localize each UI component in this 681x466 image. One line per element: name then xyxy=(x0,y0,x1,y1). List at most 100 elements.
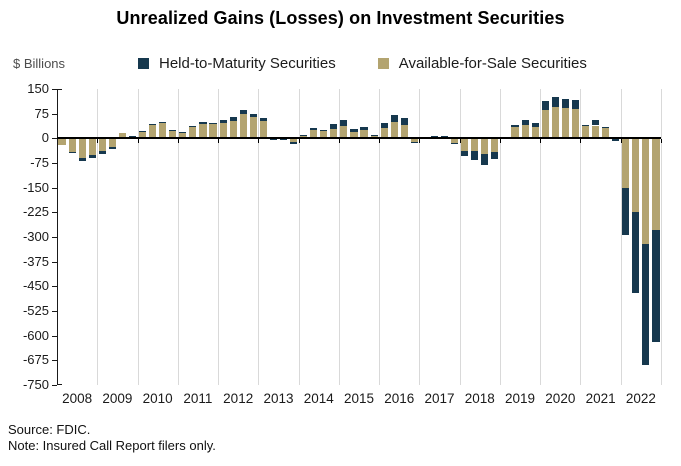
y-axis-tick-label: -225 xyxy=(22,204,49,220)
y-axis xyxy=(57,89,58,385)
bar-segment xyxy=(622,138,630,188)
zero-line-year-tick xyxy=(499,139,501,144)
bar-segment xyxy=(370,135,378,139)
year-gridline xyxy=(419,89,421,385)
bar-segment xyxy=(58,138,66,145)
bar-segment xyxy=(279,138,288,140)
bar-segment xyxy=(68,152,76,154)
y-axis-tick xyxy=(52,138,57,140)
bar-segment xyxy=(642,243,650,366)
y-axis-tick xyxy=(52,311,57,312)
bar-segment xyxy=(219,122,227,139)
bar-segment xyxy=(531,127,539,139)
zero-line-year-tick xyxy=(379,139,381,144)
bar-segment xyxy=(269,138,278,140)
bar-segment xyxy=(350,131,358,139)
x-axis-year-label: 2012 xyxy=(223,391,254,406)
bar-segment xyxy=(481,154,489,166)
bar-segment xyxy=(511,127,519,139)
bar-segment xyxy=(259,121,267,139)
y-axis-tick-label: 75 xyxy=(34,105,49,121)
bar-segment xyxy=(571,109,580,139)
y-axis-tick-label: 150 xyxy=(27,81,49,96)
zero-line-year-tick xyxy=(459,139,461,144)
bar-segment xyxy=(98,151,106,155)
legend-swatch-available-for-sale xyxy=(377,58,389,69)
zero-line-year-tick xyxy=(97,139,99,144)
bar-segment xyxy=(330,124,338,129)
bar-segment xyxy=(602,128,610,139)
year-gridline xyxy=(499,89,501,385)
bar-segment xyxy=(189,127,197,139)
bar-segment xyxy=(370,135,378,137)
y-axis-tick xyxy=(52,385,57,386)
bar-segment xyxy=(340,125,348,139)
legend-swatch-held-to-maturity xyxy=(138,58,149,69)
bar-segment xyxy=(541,101,549,111)
y-axis-bottom-cap xyxy=(57,384,62,385)
bar-segment xyxy=(360,129,368,139)
y-axis-tick xyxy=(52,237,57,238)
zero-line-year-tick xyxy=(338,139,340,144)
bar-segment xyxy=(471,138,479,152)
bar-segment xyxy=(88,155,96,158)
bar-segment xyxy=(239,110,247,115)
bar-segment xyxy=(320,130,328,132)
bar-segment xyxy=(138,131,147,133)
zero-line-year-tick xyxy=(177,139,179,144)
zero-line-year-tick xyxy=(298,139,300,144)
bar-segment xyxy=(259,117,267,122)
bar-segment xyxy=(461,138,469,152)
bar-segment xyxy=(591,125,600,139)
bar-segment xyxy=(380,128,388,139)
y-axis-unit-label: $ Billions xyxy=(13,56,66,71)
bar-segment xyxy=(561,108,569,139)
bar-segment xyxy=(591,119,600,126)
bar-segment xyxy=(461,151,469,157)
bar-segment xyxy=(491,138,499,153)
year-gridline xyxy=(218,89,220,385)
bar-segment xyxy=(128,136,137,138)
bar-segment xyxy=(78,138,86,159)
bar-segment xyxy=(189,125,197,128)
bar-segment xyxy=(289,142,298,145)
bar-segment xyxy=(481,138,489,155)
y-axis-tick-label: -300 xyxy=(22,229,49,244)
bar-segment xyxy=(209,124,217,139)
bar-segment xyxy=(330,128,338,139)
zero-axis-line xyxy=(57,137,661,140)
bar-segment xyxy=(108,138,116,148)
x-axis-year-label: 2016 xyxy=(384,391,415,406)
legend-label-available-for-sale: Available-for-Sale Securities xyxy=(398,55,587,72)
bar-segment xyxy=(632,212,640,293)
x-axis-year-label: 2015 xyxy=(343,391,375,406)
bar-segment xyxy=(159,121,167,124)
source-note: Source: FDIC. xyxy=(8,422,91,437)
bar-segment xyxy=(652,230,660,343)
x-axis-year-label: 2011 xyxy=(183,391,213,406)
bar-segment xyxy=(249,113,257,117)
year-gridline xyxy=(97,89,99,385)
x-axis-year-label: 2017 xyxy=(424,391,455,406)
bar-segment xyxy=(541,110,549,139)
x-axis-year-label: 2010 xyxy=(142,391,173,406)
bar-segment xyxy=(149,125,157,139)
bar-segment xyxy=(471,151,479,160)
bar-segment xyxy=(310,128,318,131)
bar-segment xyxy=(521,120,529,126)
bar-segment xyxy=(632,138,640,213)
bar-segment xyxy=(451,138,459,143)
bar-segment xyxy=(491,152,499,159)
bar-segment xyxy=(451,142,459,144)
bar-segment xyxy=(581,126,590,139)
y-axis-tick xyxy=(52,212,57,214)
year-gridline xyxy=(258,89,260,385)
year-gridline xyxy=(137,89,139,385)
bar-segment xyxy=(108,147,116,150)
bar-segment xyxy=(179,131,187,133)
zero-line-year-tick xyxy=(137,139,139,144)
bar-segment xyxy=(511,125,519,128)
bar-segment xyxy=(622,187,630,236)
footnotes: Source: FDIC. Note: Insured Call Report … xyxy=(8,422,216,455)
